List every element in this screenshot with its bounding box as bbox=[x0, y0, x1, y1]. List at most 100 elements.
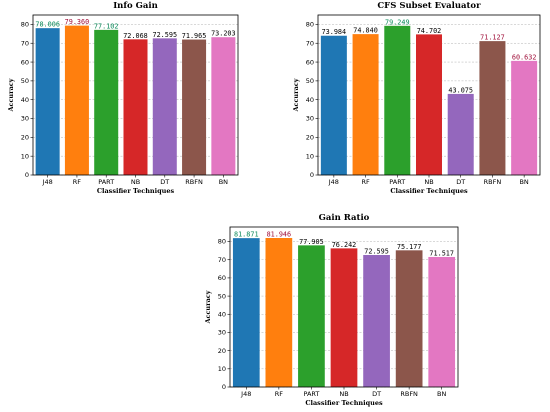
data-label: 78.006 bbox=[35, 21, 60, 29]
bar-rf bbox=[265, 238, 293, 387]
data-label: 74.702 bbox=[417, 27, 442, 35]
y-axis-label: Accuracy bbox=[7, 78, 15, 112]
data-label: 73.203 bbox=[211, 30, 236, 38]
x-tick-label: RF bbox=[73, 178, 82, 186]
y-tick-label: 40 bbox=[21, 96, 29, 104]
data-label: 79.360 bbox=[65, 18, 90, 26]
y-tick-label: 70 bbox=[306, 39, 314, 47]
y-tick-label: 80 bbox=[218, 238, 226, 246]
bar-part bbox=[384, 25, 411, 176]
plot-frame bbox=[32, 14, 239, 176]
data-label: 72.595 bbox=[364, 248, 389, 256]
x-tick-label: PART bbox=[389, 178, 405, 186]
y-tick-label: 80 bbox=[306, 21, 314, 29]
x-tick-label: NB bbox=[131, 178, 140, 186]
y-tick-label: 30 bbox=[218, 329, 226, 337]
y-tick-label: 40 bbox=[306, 96, 314, 104]
chart-title: Info Gain bbox=[113, 1, 158, 11]
x-tick-label: J48 bbox=[240, 390, 251, 398]
x-axis-label: Classifier Techniques bbox=[390, 187, 468, 195]
bar-nb bbox=[415, 34, 443, 175]
data-label: 79.249 bbox=[385, 18, 410, 26]
bar-part bbox=[298, 245, 325, 387]
y-tick-label: 60 bbox=[306, 58, 314, 66]
y-tick-label: 50 bbox=[218, 292, 226, 300]
chart-title: CFS Subset Evaluator bbox=[377, 1, 481, 11]
bar-rbfn bbox=[479, 41, 506, 175]
x-tick-label: DT bbox=[372, 390, 381, 398]
y-tick-label: 30 bbox=[21, 115, 29, 123]
data-label: 73.984 bbox=[322, 28, 347, 36]
data-label: 81.946 bbox=[267, 231, 292, 239]
x-tick-label: RBFN bbox=[185, 178, 203, 186]
chart-gain-ratio: 0 10 20 30 40 50 60 70 80 J48 81.871 RF 81.946 PART 77… bbox=[200, 205, 470, 412]
data-label: 72.068 bbox=[123, 32, 148, 40]
plot-frame bbox=[317, 14, 541, 176]
x-tick-label: BN bbox=[519, 178, 528, 186]
data-label: 77.102 bbox=[94, 22, 119, 30]
chart-title: Gain Ratio bbox=[319, 213, 370, 223]
chart-cfs-subset-evaluator-svg: 0 10 20 30 40 50 60 70 80 J48 73.984 RF 74.840 PART 79… bbox=[292, 1, 541, 195]
bar-nb bbox=[330, 248, 358, 387]
data-label: 71.127 bbox=[480, 34, 505, 42]
data-label: 60.632 bbox=[512, 53, 537, 61]
bar-j48 bbox=[232, 238, 260, 387]
y-tick-label: 0 bbox=[25, 171, 29, 179]
bar-rbfn bbox=[182, 39, 207, 176]
bar-rbfn bbox=[395, 250, 423, 387]
data-label: 81.871 bbox=[234, 231, 259, 239]
plot-frame bbox=[229, 226, 459, 388]
x-tick-label: RF bbox=[275, 390, 284, 398]
data-label: 43.075 bbox=[448, 86, 473, 94]
data-label: 75.177 bbox=[397, 243, 422, 251]
y-tick-label: 70 bbox=[21, 39, 29, 47]
bar-bn bbox=[211, 37, 236, 175]
bar-dt bbox=[152, 38, 177, 176]
y-axis-label: Accuracy bbox=[292, 78, 300, 112]
x-tick-label: NB bbox=[424, 178, 433, 186]
x-tick-label: DT bbox=[456, 178, 465, 186]
y-tick-label: 40 bbox=[218, 310, 226, 318]
bar-j48 bbox=[320, 35, 347, 176]
y-tick-label: 10 bbox=[218, 365, 226, 373]
x-tick-label: NB bbox=[339, 390, 348, 398]
x-tick-label: J48 bbox=[328, 178, 339, 186]
x-axis-label: Classifier Techniques bbox=[97, 187, 175, 195]
x-tick-label: J48 bbox=[42, 178, 53, 186]
chart-info-gain: 0 10 20 30 40 50 60 70 80 J48 78.006 RF 79.360 PART 77… bbox=[0, 0, 270, 200]
data-label: 77.905 bbox=[299, 238, 324, 246]
x-tick-label: RBFN bbox=[400, 390, 418, 398]
y-tick-label: 0 bbox=[310, 171, 314, 179]
data-label: 71.517 bbox=[429, 249, 454, 257]
y-tick-label: 10 bbox=[21, 152, 29, 160]
x-tick-label: PART bbox=[98, 178, 114, 186]
data-label: 74.840 bbox=[353, 27, 378, 35]
bar-rf bbox=[352, 34, 379, 175]
x-tick-label: BN bbox=[437, 390, 446, 398]
bar-dt bbox=[447, 93, 474, 175]
y-tick-label: 10 bbox=[306, 152, 314, 160]
chart-info-gain-svg: 0 10 20 30 40 50 60 70 80 J48 78.006 RF 79.360 PART 77… bbox=[7, 1, 239, 195]
bar-dt bbox=[363, 255, 390, 387]
bar-rf bbox=[64, 25, 89, 175]
y-tick-label: 80 bbox=[21, 21, 29, 29]
x-tick-label: RF bbox=[361, 178, 370, 186]
bar-bn bbox=[428, 256, 456, 387]
chart-cfs-subset-evaluator: 0 10 20 30 40 50 60 70 80 J48 73.984 RF 74.840 PART 79… bbox=[290, 0, 550, 200]
data-label: 71.965 bbox=[182, 32, 207, 40]
x-axis-label: Classifier Techniques bbox=[305, 399, 383, 407]
bar-j48 bbox=[35, 28, 60, 175]
y-tick-label: 70 bbox=[218, 256, 226, 264]
y-tick-label: 20 bbox=[21, 134, 29, 142]
y-tick-label: 20 bbox=[306, 134, 314, 142]
x-tick-label: RBFN bbox=[484, 178, 502, 186]
bar-bn bbox=[511, 60, 538, 176]
x-tick-label: BN bbox=[219, 178, 228, 186]
y-tick-label: 50 bbox=[306, 77, 314, 85]
y-tick-label: 60 bbox=[218, 274, 226, 282]
chart-gain-ratio-svg: 0 10 20 30 40 50 60 70 80 J48 81.871 RF 81.946 PART 77… bbox=[204, 213, 459, 407]
y-tick-label: 20 bbox=[218, 347, 226, 355]
data-label: 72.595 bbox=[153, 31, 178, 39]
bar-nb bbox=[123, 39, 148, 175]
